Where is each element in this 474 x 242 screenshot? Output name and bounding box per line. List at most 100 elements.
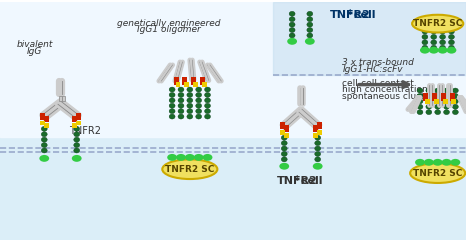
Bar <box>273 2 466 75</box>
Text: genetically engineered: genetically engineered <box>118 19 221 28</box>
Ellipse shape <box>74 148 80 153</box>
Ellipse shape <box>41 137 47 142</box>
Ellipse shape <box>41 132 47 137</box>
Ellipse shape <box>178 98 184 103</box>
Text: TNFR2: TNFR2 <box>329 10 370 20</box>
Ellipse shape <box>435 93 441 98</box>
Ellipse shape <box>169 87 175 92</box>
Bar <box>0 137 466 240</box>
Ellipse shape <box>315 157 320 162</box>
Ellipse shape <box>205 92 210 97</box>
Ellipse shape <box>205 109 210 114</box>
Ellipse shape <box>435 88 441 93</box>
Ellipse shape <box>279 163 289 170</box>
Bar <box>280 122 285 129</box>
Bar <box>173 77 179 85</box>
Bar <box>313 133 318 138</box>
Ellipse shape <box>448 40 455 45</box>
Ellipse shape <box>178 103 184 108</box>
Ellipse shape <box>444 104 449 109</box>
Ellipse shape <box>196 87 201 92</box>
Text: high concentration: high concentration <box>342 85 428 94</box>
Bar <box>40 121 45 125</box>
Ellipse shape <box>74 143 80 148</box>
Bar <box>450 93 455 101</box>
Bar <box>73 116 77 122</box>
Ellipse shape <box>429 47 438 54</box>
Ellipse shape <box>315 141 320 146</box>
Ellipse shape <box>440 29 446 34</box>
Ellipse shape <box>205 103 210 108</box>
Ellipse shape <box>426 88 432 93</box>
Bar <box>432 93 437 101</box>
Ellipse shape <box>417 99 423 104</box>
Ellipse shape <box>289 11 295 16</box>
Bar <box>280 130 285 135</box>
Ellipse shape <box>422 34 428 39</box>
Ellipse shape <box>422 29 428 34</box>
Bar <box>0 2 466 137</box>
Ellipse shape <box>440 45 446 50</box>
Ellipse shape <box>453 99 458 104</box>
Ellipse shape <box>307 28 313 32</box>
Ellipse shape <box>307 22 313 27</box>
Ellipse shape <box>74 132 80 137</box>
Ellipse shape <box>287 38 297 45</box>
Text: TNFR2 SC: TNFR2 SC <box>165 165 215 174</box>
Ellipse shape <box>448 29 455 34</box>
Ellipse shape <box>435 99 441 104</box>
Ellipse shape <box>444 99 449 104</box>
Bar <box>62 96 65 101</box>
Bar <box>193 82 198 87</box>
Ellipse shape <box>431 34 437 39</box>
Ellipse shape <box>178 114 184 119</box>
Ellipse shape <box>187 103 193 108</box>
Ellipse shape <box>440 34 446 39</box>
Ellipse shape <box>453 104 458 109</box>
Ellipse shape <box>74 137 80 142</box>
Bar <box>425 99 430 104</box>
Ellipse shape <box>281 135 287 140</box>
Ellipse shape <box>74 126 80 131</box>
Ellipse shape <box>169 98 175 103</box>
Ellipse shape <box>178 92 184 97</box>
Ellipse shape <box>424 159 434 166</box>
Bar <box>44 123 49 128</box>
Bar <box>59 96 62 101</box>
Ellipse shape <box>450 159 460 166</box>
Ellipse shape <box>435 104 441 109</box>
Ellipse shape <box>281 157 287 162</box>
Ellipse shape <box>313 163 323 170</box>
Ellipse shape <box>417 104 423 109</box>
Bar <box>200 77 205 85</box>
Bar <box>44 116 49 122</box>
Ellipse shape <box>169 114 175 119</box>
Ellipse shape <box>448 45 455 50</box>
Ellipse shape <box>447 47 456 54</box>
Ellipse shape <box>417 88 423 93</box>
Ellipse shape <box>178 109 184 114</box>
Ellipse shape <box>169 92 175 97</box>
Ellipse shape <box>417 93 423 98</box>
Ellipse shape <box>444 88 449 93</box>
Ellipse shape <box>315 151 320 156</box>
Ellipse shape <box>202 154 212 161</box>
Ellipse shape <box>315 146 320 151</box>
Ellipse shape <box>196 114 201 119</box>
Ellipse shape <box>185 154 195 161</box>
Ellipse shape <box>196 103 201 108</box>
Bar <box>184 82 189 87</box>
Ellipse shape <box>422 45 428 50</box>
Ellipse shape <box>440 40 446 45</box>
Ellipse shape <box>187 92 193 97</box>
Ellipse shape <box>453 93 458 98</box>
Ellipse shape <box>417 110 423 115</box>
Ellipse shape <box>187 114 193 119</box>
Ellipse shape <box>41 143 47 148</box>
Bar <box>451 99 456 104</box>
Ellipse shape <box>169 103 175 108</box>
Text: 3 x trans-bound: 3 x trans-bound <box>342 58 414 67</box>
Bar <box>284 125 289 132</box>
Ellipse shape <box>205 87 210 92</box>
Ellipse shape <box>442 159 451 166</box>
